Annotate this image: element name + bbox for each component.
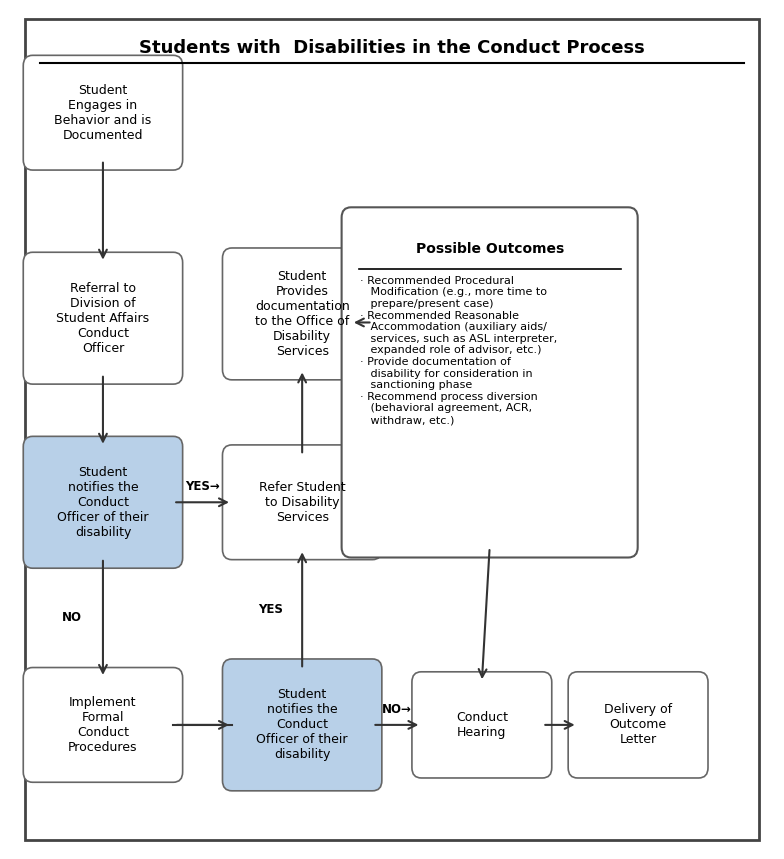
Text: · Recommended Procedural
   Modification (e.g., more time to
   prepare/present : · Recommended Procedural Modification (e… (361, 276, 557, 425)
Text: Implement
Formal
Conduct
Procedures: Implement Formal Conduct Procedures (68, 696, 138, 754)
FancyBboxPatch shape (25, 19, 759, 840)
FancyBboxPatch shape (412, 672, 552, 778)
FancyBboxPatch shape (223, 659, 382, 791)
Text: Student
notifies the
Conduct
Officer of their
disability: Student notifies the Conduct Officer of … (256, 688, 348, 761)
FancyBboxPatch shape (24, 436, 183, 568)
Text: Conduct
Hearing: Conduct Hearing (456, 711, 508, 739)
Text: YES→: YES→ (185, 480, 220, 493)
Text: Delivery of
Outcome
Letter: Delivery of Outcome Letter (604, 704, 672, 746)
Text: Refer Student
to Disability
Services: Refer Student to Disability Services (259, 481, 346, 524)
FancyBboxPatch shape (24, 253, 183, 384)
Text: Student
Engages in
Behavior and is
Documented: Student Engages in Behavior and is Docum… (54, 83, 151, 142)
Text: Student
Provides
documentation
to the Office of
Disability
Services: Student Provides documentation to the Of… (255, 270, 350, 358)
Text: Students with  Disabilities in the Conduct Process: Students with Disabilities in the Conduc… (139, 40, 645, 58)
FancyBboxPatch shape (568, 672, 708, 778)
Text: NO: NO (62, 612, 82, 624)
FancyBboxPatch shape (223, 445, 382, 560)
FancyBboxPatch shape (24, 667, 183, 783)
FancyBboxPatch shape (223, 248, 382, 380)
Text: YES: YES (259, 603, 283, 616)
Text: Referral to
Division of
Student Affairs
Conduct
Officer: Referral to Division of Student Affairs … (56, 282, 150, 355)
FancyBboxPatch shape (24, 55, 183, 170)
Text: Possible Outcomes: Possible Outcomes (416, 241, 564, 256)
FancyBboxPatch shape (342, 207, 637, 557)
Text: Student
notifies the
Conduct
Officer of their
disability: Student notifies the Conduct Officer of … (57, 466, 149, 539)
Text: NO→: NO→ (382, 703, 412, 716)
